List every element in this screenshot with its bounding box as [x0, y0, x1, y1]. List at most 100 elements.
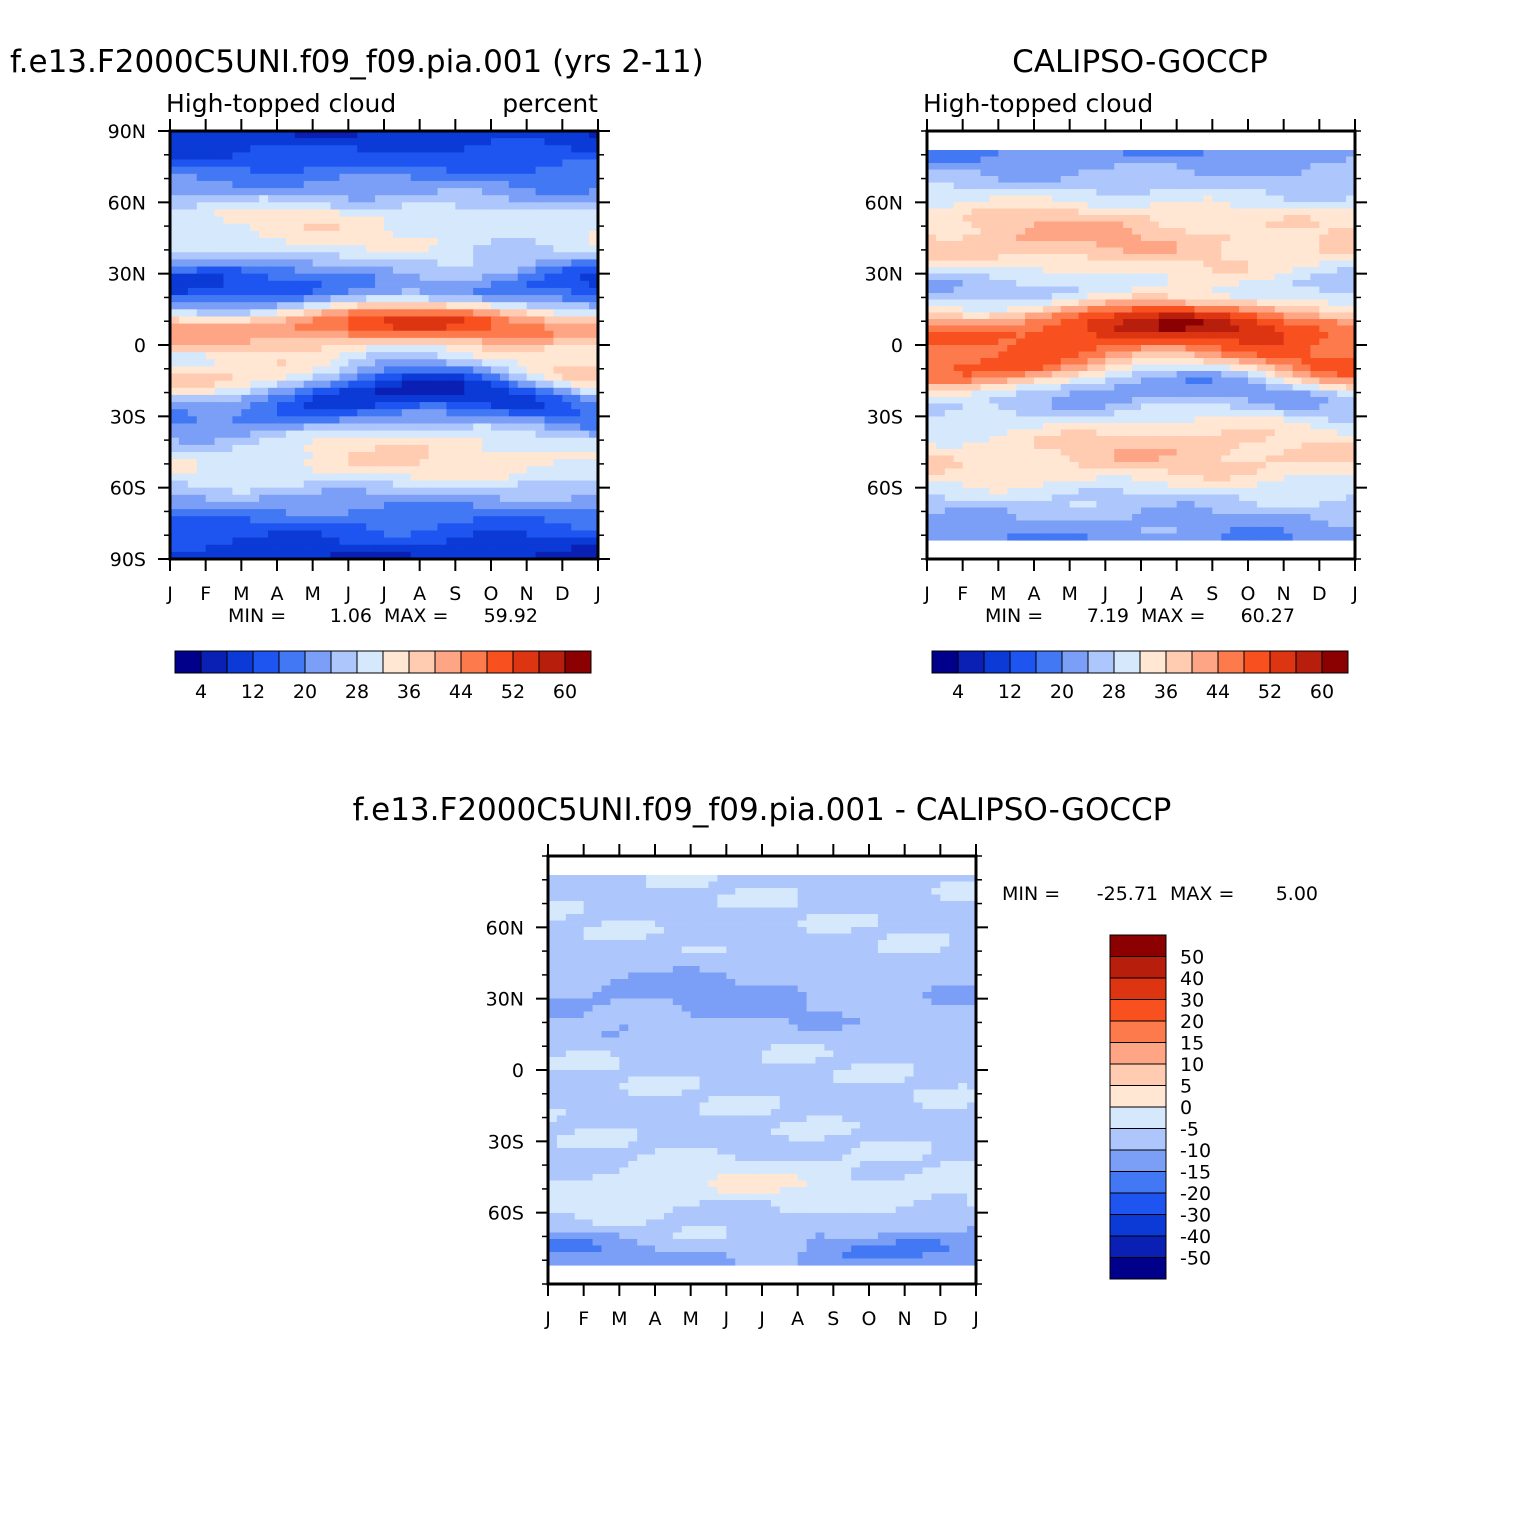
- heatmap-cell: [437, 452, 448, 460]
- heatmap-cell: [170, 266, 180, 275]
- heatmap-cell: [953, 332, 964, 340]
- heatmap-cell: [980, 176, 991, 184]
- heatmap-cell: [464, 373, 474, 382]
- heatmap-cell: [437, 209, 448, 218]
- colorbar-label: 4: [195, 681, 207, 703]
- heatmap-cell: [214, 366, 225, 375]
- heatmap-cell: [250, 309, 260, 318]
- panel-model-subtitle: High-topped cloud: [166, 89, 396, 118]
- heatmap-cell: [1149, 409, 1160, 418]
- heatmap-cell: [526, 466, 537, 474]
- heatmap-cell: [1310, 403, 1320, 411]
- heatmap-cell: [1123, 228, 1133, 236]
- heatmap-cell: [357, 209, 367, 218]
- heatmap-cell: [419, 287, 430, 296]
- heatmap-cell: [455, 159, 465, 168]
- heatmap-cell: [491, 452, 501, 460]
- heatmap-cell: [971, 176, 982, 184]
- heatmap-cell: [384, 245, 394, 253]
- heatmap-cell: [366, 359, 376, 367]
- heatmap-cell: [285, 480, 296, 489]
- heatmap-cell: [178, 345, 189, 353]
- heatmap-cell: [1149, 299, 1160, 307]
- heatmap-cell: [437, 145, 448, 153]
- heatmap-cell: [348, 188, 358, 196]
- heatmap-cell: [357, 444, 367, 453]
- heatmap-cell: [1185, 215, 1196, 223]
- heatmap-cell: [1328, 208, 1338, 216]
- heatmap-cell: [1069, 254, 1080, 262]
- heatmap-cell: [953, 208, 964, 216]
- heatmap-cell: [1337, 351, 1347, 359]
- heatmap-cell: [205, 287, 216, 296]
- heatmap-cell: [1123, 286, 1133, 294]
- heatmap-cell: [366, 437, 376, 446]
- heatmap-cell: [419, 409, 430, 417]
- heatmap-cell: [268, 131, 278, 139]
- heatmap-cell: [927, 286, 937, 294]
- heatmap-cell: [1141, 299, 1151, 307]
- heatmap-cell: [1060, 273, 1071, 281]
- heatmap-cell: [1292, 150, 1303, 158]
- heatmap-cell: [312, 487, 323, 496]
- heatmap-cell: [535, 280, 546, 289]
- heatmap-cell: [366, 501, 376, 510]
- heatmap-cell: [499, 466, 510, 474]
- heatmap-cell: [277, 387, 287, 396]
- heatmap-cell: [330, 537, 341, 546]
- heatmap-cell: [927, 247, 937, 255]
- heatmap-cell: [428, 188, 439, 196]
- heatmap-cell: [250, 273, 260, 282]
- heatmap-cell: [1114, 396, 1124, 405]
- heatmap-cell: [205, 180, 216, 189]
- heatmap-cell: [232, 459, 242, 467]
- heatmap-cell: [170, 530, 180, 539]
- heatmap-cell: [1274, 358, 1285, 366]
- heatmap-cell: [1158, 325, 1169, 333]
- heatmap-cell: [944, 241, 955, 249]
- heatmap-cell: [455, 245, 465, 253]
- heatmap-cell: [1007, 247, 1017, 255]
- heatmap-cell: [321, 316, 332, 325]
- heatmap-cell: [312, 466, 323, 474]
- heatmap-cell: [437, 323, 448, 332]
- heatmap-cell: [330, 423, 341, 432]
- heatmap-cell: [580, 152, 590, 161]
- heatmap-cell: [980, 358, 991, 366]
- heatmap-cell: [1060, 215, 1071, 223]
- heatmap-cell: [1167, 409, 1178, 418]
- heatmap-cell: [321, 409, 332, 417]
- heatmap-cell: [589, 245, 599, 253]
- heatmap-cell: [1060, 156, 1071, 164]
- heatmap-cell: [1087, 299, 1098, 307]
- heatmap-cell: [294, 430, 305, 439]
- heatmap-cell: [1328, 254, 1338, 262]
- heatmap-cell: [348, 509, 358, 517]
- heatmap-cell: [989, 358, 999, 366]
- heatmap-cell: [1185, 156, 1196, 164]
- heatmap-cell: [446, 252, 456, 260]
- heatmap-cell: [277, 316, 287, 325]
- heatmap-cell: [410, 523, 421, 532]
- heatmap-cell: [944, 319, 955, 327]
- heatmap-cell: [544, 202, 555, 211]
- heatmap-cell: [589, 259, 599, 268]
- heatmap-cell: [1042, 234, 1053, 242]
- heatmap-cell: [1141, 403, 1151, 411]
- heatmap-cell: [526, 409, 537, 417]
- heatmap-cell: [517, 202, 528, 211]
- heatmap-cell: [1158, 234, 1169, 242]
- heatmap-cell: [170, 223, 180, 232]
- heatmap-cell: [1060, 396, 1071, 405]
- heatmap-cell: [241, 138, 251, 146]
- heatmap-cell: [517, 145, 528, 153]
- heatmap-cell: [1337, 377, 1347, 385]
- heatmap-cell: [580, 238, 590, 246]
- heatmap-cell: [170, 337, 180, 346]
- heatmap-cell: [410, 501, 421, 510]
- heatmap-cell: [410, 437, 421, 446]
- heatmap-cell: [187, 387, 198, 396]
- heatmap-cell: [312, 323, 323, 332]
- heatmap-cell: [312, 195, 323, 203]
